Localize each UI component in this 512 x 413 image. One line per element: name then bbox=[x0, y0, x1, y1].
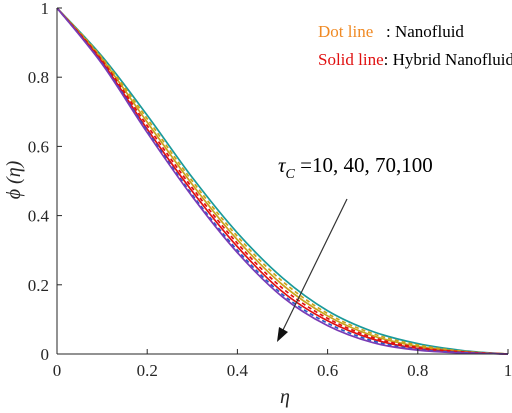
x-axis-label: η bbox=[280, 386, 290, 408]
legend-entry-nanofluid: Dot line : Nanofluid bbox=[318, 22, 464, 41]
x-tick-label: 0.4 bbox=[227, 361, 249, 380]
x-tick-label: 0.8 bbox=[407, 361, 428, 380]
axis-ticks: 0 0.2 0.4 0.6 0.8 1 0 0.2 0.4 0.6 0.8 1 bbox=[28, 0, 512, 380]
legend-entry-hybrid: Solid line: Hybrid Nanofluid bbox=[318, 50, 512, 69]
legend-key-solid-line: Solid line bbox=[318, 50, 384, 69]
chart-curves bbox=[56, 7, 509, 355]
x-tick-label: 0.2 bbox=[137, 361, 158, 380]
x-tick-label: 1 bbox=[504, 361, 512, 380]
y-axis-label: ϕ (η) bbox=[3, 160, 25, 199]
y-tick-label: 0.2 bbox=[28, 276, 49, 295]
series-line-5 bbox=[56, 7, 509, 355]
plot-frame bbox=[56, 8, 508, 355]
x-tick-label: 0.6 bbox=[317, 361, 338, 380]
y-tick-label: 0.4 bbox=[28, 207, 50, 226]
y-tick-label: 0.8 bbox=[28, 68, 49, 87]
legend-desc-hybrid: Hybrid Nanofluid bbox=[393, 50, 512, 69]
y-tick-label: 1 bbox=[41, 0, 50, 18]
annotation-tau-c: τC =10, 40, 70,100 bbox=[278, 153, 433, 182]
y-tick-label: 0 bbox=[41, 345, 50, 364]
y-tick-label: 0.6 bbox=[28, 137, 49, 156]
annotation-arrow bbox=[277, 198, 348, 342]
series-line-7 bbox=[56, 7, 509, 355]
series-line-3 bbox=[56, 7, 509, 355]
legend-sep: : bbox=[373, 22, 395, 41]
legend-desc-nanofluid: Nanofluid bbox=[395, 22, 464, 41]
legend: Dot line : Nanofluid Solid line: Hybrid … bbox=[318, 22, 512, 69]
legend-sep: : bbox=[384, 50, 393, 69]
series-line-4 bbox=[56, 7, 509, 355]
legend-key-dot-line: Dot line bbox=[318, 22, 373, 41]
series-line-1 bbox=[56, 7, 509, 355]
x-tick-label: 0 bbox=[53, 361, 62, 380]
annotation-symbol: τ bbox=[278, 153, 287, 177]
annotation-subscript: C bbox=[286, 167, 296, 182]
annotation-values: =10, 40, 70,100 bbox=[295, 153, 433, 177]
